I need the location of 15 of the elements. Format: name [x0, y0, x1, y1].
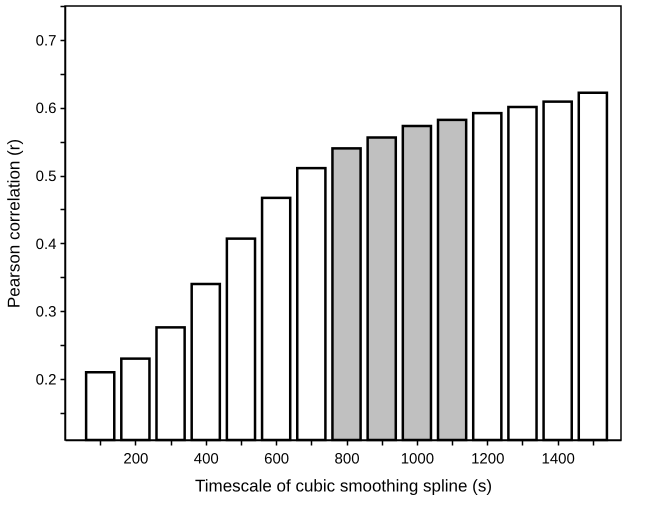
x-tick-label: 600 [264, 450, 290, 468]
x-tick-label: 1000 [400, 450, 434, 468]
x-tick-label: 400 [194, 450, 219, 468]
y-tick-label: 0.5 [36, 168, 56, 186]
y-axis-title: Pearson correlation (r) [4, 138, 24, 308]
x-axis-title: Timescale of cubic smoothing spline (s) [195, 476, 492, 496]
x-tick-label: 200 [123, 450, 148, 468]
x-tick-label: 800 [334, 450, 360, 468]
x-tick-label: 1400 [541, 450, 575, 468]
y-tick-label: 0.2 [36, 371, 56, 388]
y-tick-label: 0.7 [36, 32, 56, 50]
y-tick-label: 0.3 [36, 304, 56, 321]
x-tick-label: 1200 [471, 450, 504, 468]
y-tick-label: 0.6 [36, 100, 56, 118]
y-tick-label: 0.4 [36, 236, 56, 253]
